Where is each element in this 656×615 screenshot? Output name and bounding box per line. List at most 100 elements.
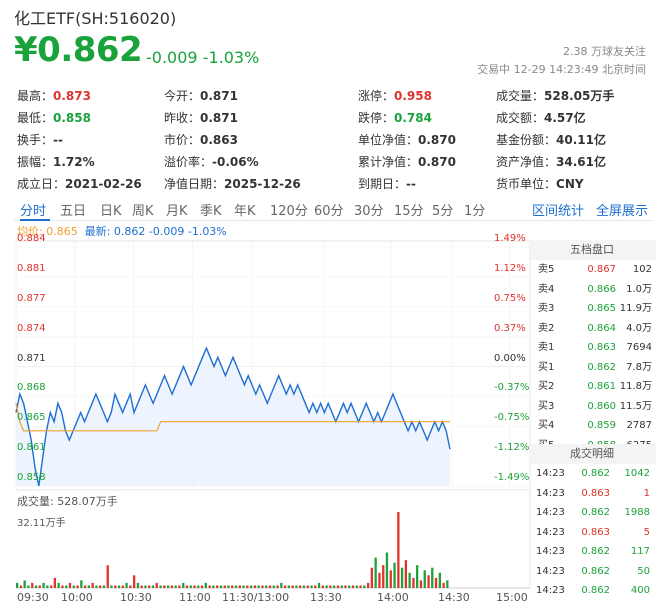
book-volume: 11.9万 xyxy=(619,303,652,314)
x-tick-label: 14:30 xyxy=(438,591,470,604)
book-price: 0.862 xyxy=(587,361,616,373)
volume-bar xyxy=(340,585,343,588)
y-pct-label: 0.75% xyxy=(494,292,526,304)
volume-bar xyxy=(329,585,332,588)
volume-bar xyxy=(219,585,223,588)
avg-price-line xyxy=(15,403,450,432)
stat-value: 0.871 xyxy=(200,89,238,103)
book-volume: 2787 xyxy=(626,420,652,431)
volume-max-label: 32.11万手 xyxy=(17,518,66,529)
interval-stats-link[interactable]: 区间统计 xyxy=(532,204,585,219)
volume-bar xyxy=(280,582,283,588)
chart-legend: 均价: 0.865 最新: 0.862 -0.009 -1.03% xyxy=(17,223,227,239)
y-price-label: 0.877 xyxy=(17,292,46,304)
tab-9[interactable]: 30分 xyxy=(354,204,384,219)
book-level: 买4 xyxy=(538,420,555,431)
volume-bar xyxy=(400,567,404,588)
volume-bar xyxy=(238,585,241,588)
volume-bar xyxy=(276,585,279,588)
fullscreen-link[interactable]: 全屏展示 xyxy=(596,204,649,219)
volume-bar xyxy=(374,557,377,588)
stat-value: 0.871 xyxy=(200,111,238,125)
volume-bar xyxy=(261,585,264,588)
volume-bar xyxy=(265,585,268,588)
stat-cell: 今开：0.871 xyxy=(164,85,358,107)
volume-bar xyxy=(299,585,302,588)
stat-value: -- xyxy=(406,177,416,191)
book-level: 买1 xyxy=(538,361,555,373)
y-price-label: 0.865 xyxy=(17,412,46,424)
y-price-label: 0.871 xyxy=(17,352,46,364)
volume-bar xyxy=(208,585,211,588)
volume-bar xyxy=(268,585,272,588)
volume-bar xyxy=(38,585,41,588)
volume-bar xyxy=(57,582,60,588)
tab-3[interactable]: 周K xyxy=(132,204,154,219)
tab-8[interactable]: 60分 xyxy=(314,204,344,219)
tab-0[interactable]: 分时 xyxy=(20,204,47,219)
volume-title: 成交量: 528.07万手 xyxy=(17,495,118,508)
volume-bar xyxy=(423,570,426,588)
stat-label: 货币单位： xyxy=(496,177,557,191)
stats-row: 最低：0.858 昨收：0.871 跌停：0.784 成交额：4.57亿 xyxy=(17,107,647,129)
volume-bar xyxy=(65,585,68,588)
y-pct-label: -0.37% xyxy=(494,382,530,394)
order-book-row: 买3 0.860 11.5万 xyxy=(530,397,656,417)
stat-label: 最高： xyxy=(17,89,54,103)
trade-row: 14:23 0.862 117 xyxy=(530,542,656,562)
stat-cell: 资产净值：34.61亿 xyxy=(496,151,647,173)
volume-bar xyxy=(223,585,226,588)
book-price: 0.867 xyxy=(587,264,616,275)
volume-bar xyxy=(212,585,215,588)
volume-bar xyxy=(140,585,143,588)
volume-bar xyxy=(16,582,19,588)
volume-bar xyxy=(167,585,170,588)
volume-bar xyxy=(110,585,113,588)
volume-bar xyxy=(31,582,34,588)
stat-label: 最低： xyxy=(17,111,54,125)
stat-label: 市价： xyxy=(164,133,201,147)
stat-cell: 基金份额：40.11亿 xyxy=(496,129,647,151)
tab-10[interactable]: 15分 xyxy=(394,204,424,219)
volume-bar xyxy=(234,585,238,588)
y-pct-label: 0.37% xyxy=(494,322,526,334)
volume-bar xyxy=(314,585,317,588)
followers-count: 2.38 万球友关注 xyxy=(563,45,646,58)
stats-row: 成立日：2021-02-26 净值日期：2025-12-26 到期日：-- 货币单位：… xyxy=(17,173,647,195)
current-price: ¥0.862 xyxy=(14,30,143,70)
tab-2[interactable]: 日K xyxy=(100,204,122,219)
tab-1[interactable]: 五日 xyxy=(60,204,87,219)
stat-label: 跌停： xyxy=(358,111,395,125)
volume-bar xyxy=(99,585,102,588)
stat-label: 成立日： xyxy=(17,177,66,191)
volume-bar xyxy=(83,585,87,588)
tab-12[interactable]: 1分 xyxy=(464,204,486,219)
trade-time: 14:23 xyxy=(536,565,565,577)
volume-bar xyxy=(200,585,204,588)
volume-bar xyxy=(253,585,257,588)
trade-volume: 1 xyxy=(643,487,650,499)
y-pct-label: 1.49% xyxy=(494,233,526,244)
volume-bar xyxy=(385,552,389,588)
trade-row: 14:23 0.862 1988 xyxy=(530,503,656,523)
y-price-label: 0.858 xyxy=(17,472,46,483)
volume-bar xyxy=(76,585,79,588)
legend-avg: 均价: 0.865 xyxy=(17,225,78,238)
tab-4[interactable]: 月K xyxy=(166,204,188,219)
stat-cell: 振幅：1.72% xyxy=(17,151,164,173)
stat-value: 0.958 xyxy=(394,89,432,103)
volume-bar xyxy=(378,572,381,588)
trade-time: 14:23 xyxy=(536,507,565,518)
stat-value: 2021-02-26 xyxy=(65,177,142,191)
tab-5[interactable]: 季K xyxy=(200,204,222,219)
volume-bar xyxy=(133,575,136,588)
volume-bar xyxy=(336,585,340,588)
stats-row: 换手：-- 市价：0.863 单位净值：0.870 基金份额：40.11亿 xyxy=(17,129,647,151)
tab-6[interactable]: 年K xyxy=(234,204,256,219)
volume-bar xyxy=(189,585,192,588)
stat-label: 涨停： xyxy=(358,89,395,103)
tab-7[interactable]: 120分 xyxy=(270,204,308,219)
tab-11[interactable]: 5分 xyxy=(432,204,454,219)
price-change: -0.009 -1.03% xyxy=(146,48,260,67)
